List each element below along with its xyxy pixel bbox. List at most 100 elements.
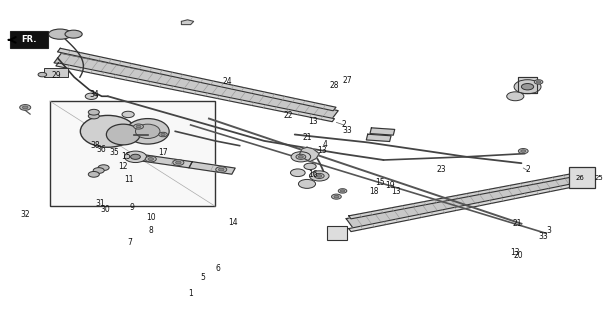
Circle shape (534, 80, 543, 84)
Circle shape (98, 165, 109, 171)
Polygon shape (181, 20, 193, 25)
Text: 16: 16 (308, 170, 318, 179)
Text: 31: 31 (96, 198, 106, 207)
Text: 34: 34 (90, 90, 99, 99)
Circle shape (146, 156, 157, 162)
FancyBboxPatch shape (569, 167, 595, 188)
Circle shape (514, 80, 541, 94)
Text: 30: 30 (100, 205, 110, 214)
Ellipse shape (80, 116, 136, 147)
Circle shape (296, 154, 306, 159)
Text: 5: 5 (200, 273, 205, 282)
Circle shape (88, 113, 99, 119)
Circle shape (518, 148, 528, 154)
Circle shape (507, 92, 524, 101)
Circle shape (148, 158, 154, 160)
Circle shape (159, 132, 168, 137)
Text: 24: 24 (222, 77, 232, 86)
Polygon shape (349, 171, 587, 219)
Polygon shape (189, 162, 235, 174)
Text: 22: 22 (284, 111, 293, 120)
Circle shape (216, 167, 227, 172)
Text: 20: 20 (513, 251, 523, 260)
Circle shape (340, 190, 344, 192)
Circle shape (88, 109, 99, 115)
Circle shape (317, 175, 322, 177)
Text: 21: 21 (302, 133, 312, 142)
Polygon shape (346, 172, 589, 229)
Circle shape (161, 133, 165, 136)
Text: 33: 33 (343, 126, 352, 135)
Text: 35: 35 (109, 148, 119, 157)
Circle shape (291, 152, 311, 162)
Text: 32: 32 (20, 210, 30, 219)
Polygon shape (370, 128, 395, 135)
Text: 21: 21 (512, 219, 522, 228)
Text: 2: 2 (341, 120, 346, 130)
Circle shape (136, 125, 141, 128)
Polygon shape (54, 53, 338, 120)
Text: 14: 14 (228, 218, 238, 227)
Circle shape (93, 168, 104, 173)
Text: 13: 13 (391, 188, 401, 196)
Circle shape (20, 105, 31, 110)
Circle shape (338, 189, 347, 193)
Bar (50, 101, 215, 206)
Text: 19: 19 (385, 181, 395, 190)
Text: 6: 6 (216, 264, 220, 273)
Text: 28: 28 (330, 81, 340, 90)
Text: 1: 1 (188, 289, 193, 298)
Circle shape (85, 93, 98, 100)
Text: 15: 15 (122, 152, 131, 161)
Text: 13: 13 (308, 117, 318, 126)
Polygon shape (56, 63, 335, 122)
Text: 3: 3 (546, 226, 551, 235)
Ellipse shape (65, 30, 82, 38)
Text: 13: 13 (317, 146, 327, 155)
Circle shape (334, 196, 339, 198)
Ellipse shape (126, 119, 169, 144)
Text: 29: 29 (51, 71, 61, 80)
Text: 10: 10 (146, 213, 155, 222)
Text: 12: 12 (119, 162, 128, 171)
Ellipse shape (106, 124, 140, 145)
Polygon shape (518, 77, 537, 93)
Text: 2: 2 (525, 165, 530, 174)
FancyBboxPatch shape (10, 31, 49, 48)
Circle shape (88, 172, 99, 177)
Circle shape (314, 173, 324, 179)
Ellipse shape (136, 124, 160, 139)
Text: 23: 23 (437, 165, 446, 174)
Text: 25: 25 (595, 175, 604, 181)
Text: 17: 17 (158, 148, 168, 157)
Text: 8: 8 (149, 226, 153, 235)
Text: 9: 9 (130, 203, 135, 212)
Text: 38: 38 (91, 141, 101, 150)
Circle shape (290, 169, 305, 177)
Polygon shape (300, 147, 319, 162)
Polygon shape (134, 154, 192, 168)
Text: 33: 33 (538, 232, 548, 241)
Circle shape (38, 72, 47, 77)
Text: 13: 13 (510, 248, 520, 257)
Text: 27: 27 (342, 76, 352, 85)
Ellipse shape (49, 29, 72, 39)
Text: 15: 15 (376, 178, 386, 187)
Circle shape (332, 194, 341, 199)
Text: 18: 18 (370, 188, 379, 196)
Text: 36: 36 (97, 145, 107, 154)
Circle shape (298, 180, 316, 188)
FancyBboxPatch shape (327, 226, 347, 240)
Circle shape (521, 84, 534, 90)
Circle shape (176, 161, 181, 164)
Text: 7: 7 (127, 238, 132, 247)
Circle shape (131, 154, 141, 159)
Circle shape (219, 168, 224, 171)
Polygon shape (367, 134, 391, 141)
FancyBboxPatch shape (44, 68, 68, 77)
Circle shape (173, 160, 184, 165)
Text: 4: 4 (323, 140, 328, 148)
Polygon shape (58, 48, 336, 111)
Circle shape (134, 124, 144, 129)
Polygon shape (349, 181, 586, 232)
